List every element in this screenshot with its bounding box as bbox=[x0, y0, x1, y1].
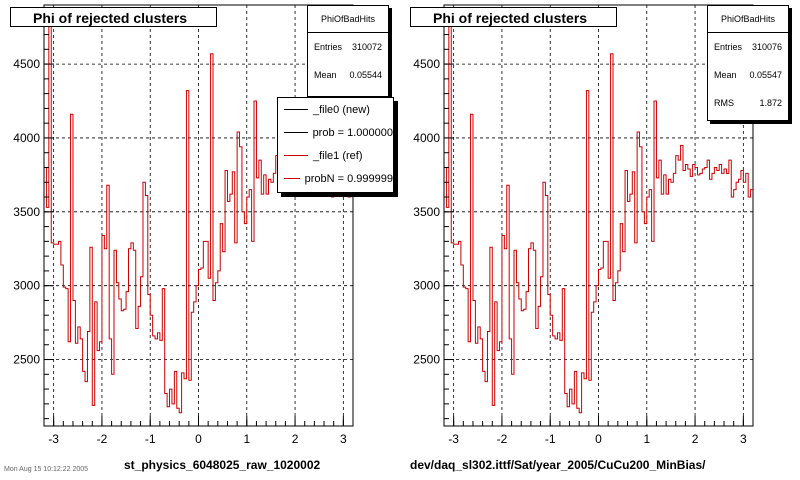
timestamp-footnote: Mon Aug 15 10:12:22 2005 bbox=[4, 466, 89, 473]
legend-line-red-icon bbox=[284, 178, 300, 179]
x-tick-label: 2 bbox=[292, 432, 299, 446]
y-tick-label: 2500 bbox=[413, 353, 440, 367]
y-tick-label: 4000 bbox=[13, 131, 40, 145]
legend-entry: probN = 0.999999 bbox=[278, 167, 393, 190]
left-histogram-panel: -3 -2 -1 0 1 2 3 2500 3000 3500 4000 4500 Phi of re… bbox=[10, 4, 394, 472]
y-tick-label: 3500 bbox=[13, 205, 40, 219]
stats-label: Entries bbox=[714, 42, 743, 52]
right-stats-box: PhiOfBadHits Entries 310076 Mean 0.05547… bbox=[707, 5, 789, 121]
y-tick-label: 3500 bbox=[413, 205, 440, 219]
stats-value: 0.05544 bbox=[349, 70, 382, 80]
y-tick-label: 2500 bbox=[13, 353, 40, 367]
legend-entry: _file1 (ref) bbox=[278, 144, 393, 167]
right-histogram-panel: -3 -2 -1 0 1 2 3 2500 3000 3500 4000 4500 Phi of re… bbox=[400, 0, 800, 480]
left-stats-box: PhiOfBadHits Entries 310072 Mean 0.05544 bbox=[307, 5, 389, 97]
x-tick-label: 0 bbox=[595, 432, 602, 446]
left-stats-name: PhiOfBadHits bbox=[308, 6, 388, 33]
stats-label: Mean bbox=[314, 70, 337, 80]
left-x-axis-label: st_physics_6048025_raw_1020002 bbox=[124, 458, 321, 472]
right-stats-row-rms: RMS 1.872 bbox=[708, 89, 788, 117]
right-x-axis-label: dev/daq_sl302.ittf/Sat/year_2005/CuCu200… bbox=[410, 458, 706, 472]
x-tick-label: 1 bbox=[243, 432, 250, 446]
x-tick-label: 3 bbox=[740, 432, 747, 446]
x-tick-label: -3 bbox=[48, 432, 59, 446]
left-stats-row-mean: Mean 0.05544 bbox=[308, 61, 388, 89]
histogram-line bbox=[444, 22, 753, 414]
y-tick-label: 4500 bbox=[13, 57, 40, 71]
legend-line-black-icon bbox=[284, 109, 308, 110]
x-tick-label: 3 bbox=[340, 432, 347, 446]
x-tick-label: -3 bbox=[448, 432, 459, 446]
legend-label: prob = 1.000000 bbox=[312, 126, 393, 139]
right-stats-row-entries: Entries 310076 bbox=[708, 33, 788, 61]
stats-value: 1.872 bbox=[759, 98, 782, 108]
right-plot-title: Phi of rejected clusters bbox=[410, 7, 617, 27]
x-tick-label: -2 bbox=[97, 432, 108, 446]
legend-entry: prob = 1.000000 bbox=[278, 121, 393, 144]
left-plot-title: Phi of rejected clusters bbox=[10, 7, 217, 27]
x-tick-label: 2 bbox=[692, 432, 699, 446]
y-tick-label: 3000 bbox=[413, 279, 440, 293]
right-stats-row-mean: Mean 0.05547 bbox=[708, 61, 788, 89]
right-stats-name: PhiOfBadHits bbox=[708, 6, 788, 33]
x-tick-label: -2 bbox=[497, 432, 508, 446]
y-tick-label: 4500 bbox=[413, 57, 440, 71]
legend-entry: _file0 (new) bbox=[278, 98, 393, 121]
y-tick-label: 4000 bbox=[413, 131, 440, 145]
x-tick-label: 0 bbox=[195, 432, 202, 446]
stats-label: Entries bbox=[314, 42, 343, 52]
stats-value: 0.05547 bbox=[749, 70, 782, 80]
legend-label: _file0 (new) bbox=[313, 103, 370, 116]
stats-value: 310076 bbox=[751, 42, 782, 52]
x-tick-label: -1 bbox=[145, 432, 156, 446]
legend-line-black-icon bbox=[284, 132, 308, 133]
legend-label: probN = 0.999999 bbox=[304, 172, 393, 185]
left-stats-row-entries: Entries 310072 bbox=[308, 33, 388, 61]
left-legend: _file0 (new) prob = 1.000000 _file1 (ref… bbox=[277, 97, 394, 193]
stats-label: RMS bbox=[714, 98, 734, 108]
left-histogram-plot: -3 -2 -1 0 1 2 3 2500 3000 3500 4000 4500 bbox=[13, 4, 354, 446]
legend-label: _file1 (ref) bbox=[313, 149, 363, 162]
x-tick-label: -1 bbox=[545, 432, 556, 446]
x-tick-label: 1 bbox=[643, 432, 650, 446]
stats-label: Mean bbox=[714, 70, 737, 80]
legend-line-red-icon bbox=[284, 155, 308, 156]
y-tick-label: 3000 bbox=[13, 279, 40, 293]
stats-value: 310072 bbox=[351, 42, 382, 52]
right-histogram-plot: -3 -2 -1 0 1 2 3 2500 3000 3500 4000 4500 bbox=[413, 4, 754, 446]
